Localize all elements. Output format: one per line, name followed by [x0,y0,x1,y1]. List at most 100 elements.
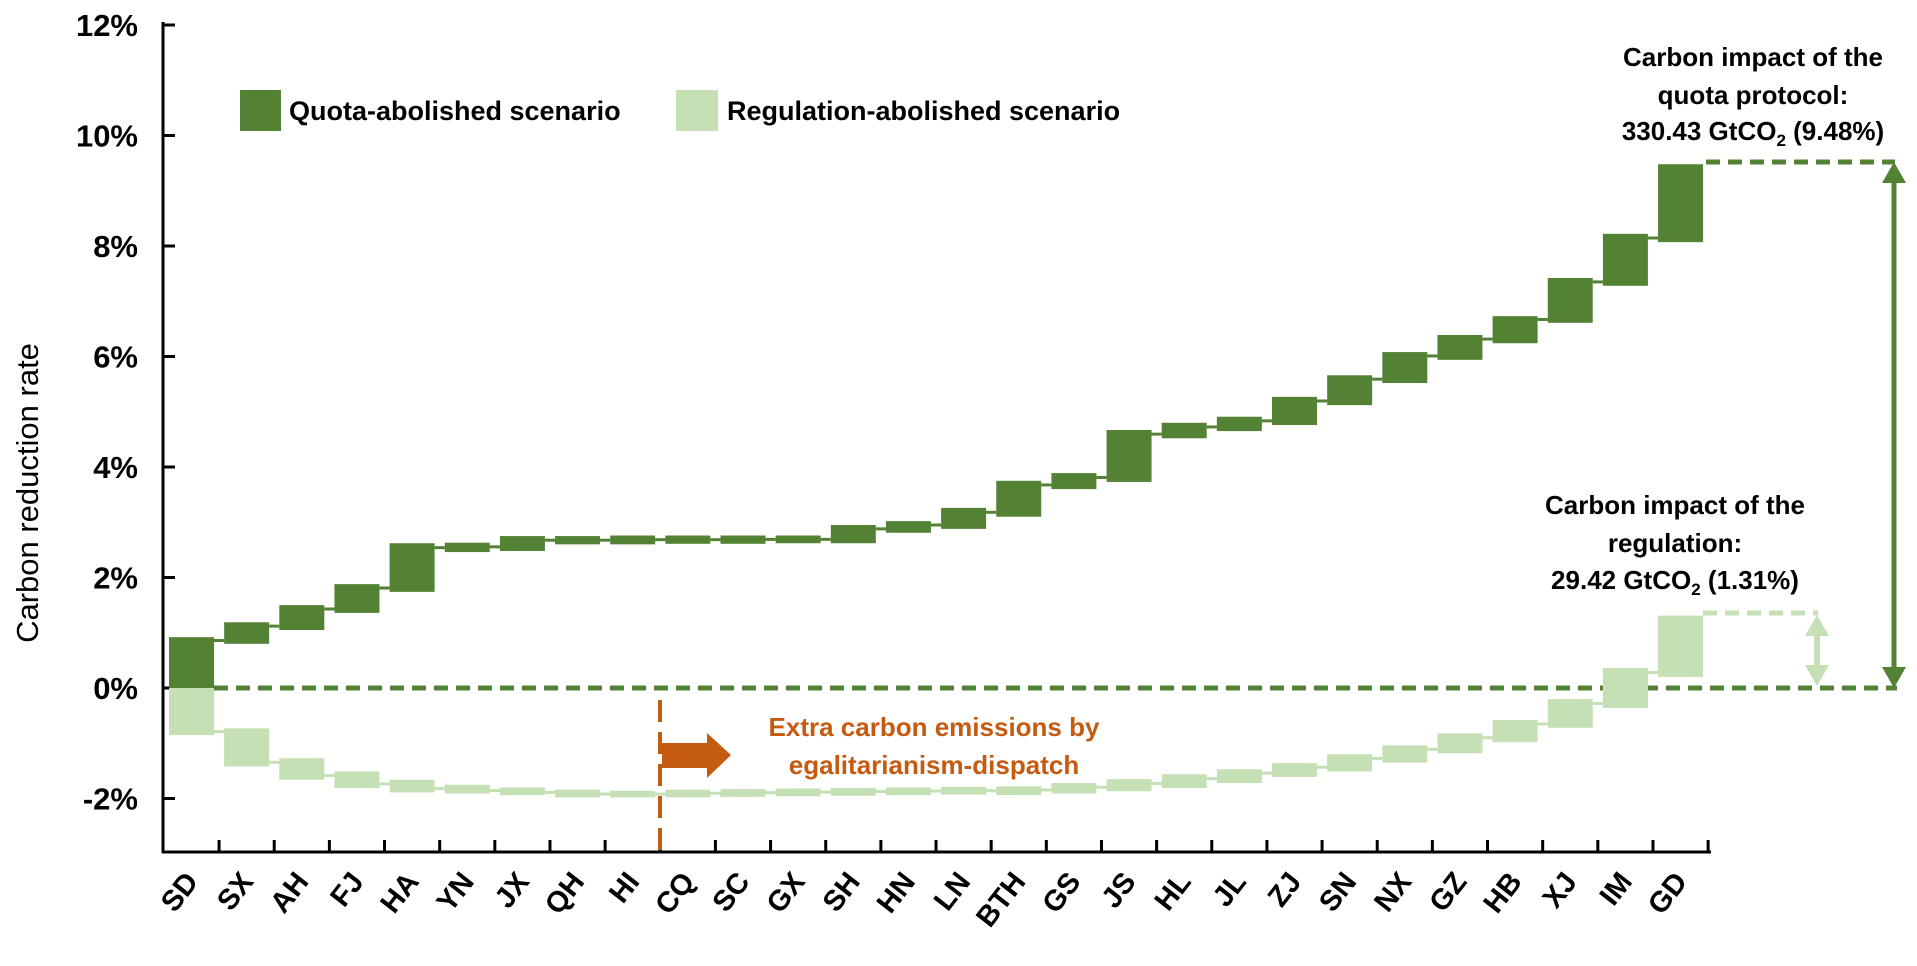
x-category-label: SH [817,867,867,918]
x-category-label: IM [1594,867,1639,912]
quota-abolished-bar-yn [444,542,490,553]
quota-abolished-bar-sc [720,535,766,544]
regulation-abolished-bar-zj [1272,763,1317,777]
annotation-regulation-value-suffix: (1.31%) [1701,565,1799,595]
x-category-label: CQ [649,867,701,921]
legend: Quota-abolished scenario Regulation-abol… [240,90,1120,131]
annotation-regulation-line1: Carbon impact of the [1545,490,1805,520]
regulation-abolished-bar-js [1106,779,1152,792]
y-tick-label: 0% [93,671,138,706]
legend-swatch-regulation [676,90,718,131]
regulation-abolished-bar-sd [169,688,214,735]
quota-abolished-bar-hn [885,521,931,533]
x-category-label: JS [1096,867,1143,915]
y-axis-title: Carbon reduction rate [10,343,45,643]
annotation-quota-value: 330.43 GtCO2 (9.48%) [1622,116,1884,150]
x-category-label: HA [375,867,426,920]
annotation-regulation-value-prefix: 29.42 GtCO [1551,565,1691,595]
annotation-quota-protocol: Carbon impact of the quota protocol: 330… [1622,42,1906,688]
y-tick-label: 2% [93,561,138,596]
y-tick-label: -2% [83,782,138,817]
regulation-abolished-bar-gz [1437,733,1483,754]
regulation-abolished-bar-cq [665,789,711,798]
legend-swatch-quota [240,90,281,131]
x-category-label: BTH [970,867,1032,934]
quota-abolished-bar-zj [1272,396,1317,426]
x-category-label: YN [431,867,481,918]
regulation-abolished-bar-gs [1051,783,1097,794]
x-category-label: JL [1207,867,1253,913]
annotation-quota-value-prefix: 330.43 GtCO [1622,116,1777,146]
regulation-abolished-bar-jl [1216,769,1262,784]
regulation-abolished-bar-jx [499,787,545,796]
x-category-label: SN [1313,867,1363,918]
quota-abolished-bar-jl [1216,416,1262,432]
regulation-abolished-bar-ha [389,779,435,793]
quota-abolished-bar-sh [830,525,876,544]
quota-abolished-bar-ah [279,605,325,630]
annotation-regulation-line2: regulation: [1608,528,1742,558]
regulation-abolished-bar-nx [1382,745,1428,763]
quota-abolished-bar-hl [1161,422,1207,439]
quota-abolished-bar-js [1106,429,1152,482]
regulation-abolished-bar-sh [830,788,876,796]
x-category-label: SC [706,867,756,918]
quota-abolished-bar-ha [389,543,435,592]
quota-abolished-bar-gd [1658,164,1704,243]
x-category-label: GZ [1423,867,1473,918]
x-category-label: JX [489,866,536,914]
annotation-quota-value-suffix: (9.48%) [1786,116,1884,146]
regulation-abolished-bar-hi [610,790,656,798]
regulation-abolished-bar-ln [941,786,987,795]
quota-abolished-bar-jx [499,536,545,551]
quota-abolished-bar-sd [169,637,214,688]
egalitarianism-text-line1: Extra carbon emissions by [769,712,1100,742]
regulation-abolished-bar-sx [224,728,270,767]
regulation-abolished-bar-hb [1492,720,1538,743]
quota-abolished-bar-ln [941,507,987,529]
egalitarianism-arrow-right [662,733,731,778]
regulation-abolished-bar-gx [775,788,821,797]
quota-abolished-bar-sn [1327,375,1373,406]
egalitarianism-text-line2: egalitarianism-dispatch [789,750,1079,780]
regulation-abolished-bar-fj [334,771,380,789]
regulation-abolished-bar-qh [555,789,601,798]
x-category-label: LN [928,867,977,917]
regulation-abolished-bar-sn [1327,754,1373,772]
x-category-label: SD [155,867,205,918]
annotation-quota-value-sub: 2 [1776,131,1785,150]
annotation-regulation: Carbon impact of the regulation: 29.42 G… [1545,490,1829,686]
x-category-label: ZJ [1262,867,1308,913]
quota-abolished-bar-hb [1492,316,1538,344]
x-category-label: GS [1036,867,1087,920]
x-category-label: HI [603,867,646,910]
annotation-regulation-value-sub: 2 [1691,580,1700,599]
quota-arrow-head-up [1882,162,1906,183]
legend-label-quota: Quota-abolished scenario [289,96,621,126]
regulation-arrow-head-down [1805,665,1829,686]
quota-abolished-bar-gx [775,535,821,544]
quota-abolished-bar-hi [610,535,656,545]
regulation-abolished-bar-sc [720,789,766,797]
x-category-label: FJ [324,867,370,913]
annotation-egalitarianism-dispatch: Extra carbon emissions by egalitarianism… [658,700,1100,852]
regulation-abolished-bar-gd [1658,615,1704,677]
quota-abolished-bar-fj [334,584,380,613]
regulation-abolished-bar-hl [1161,774,1207,789]
regulation-abolished-bar-im [1602,668,1648,708]
x-category-label: GX [761,866,812,919]
quota-abolished-bar-sx [224,622,270,644]
series-quota-abolished [169,164,1704,688]
quota-abolished-bar-nx [1382,352,1428,384]
legend-label-regulation: Regulation-abolished scenario [727,96,1120,126]
regulation-abolished-bar-bth [996,786,1042,796]
x-category-label: SX [211,866,260,917]
regulation-abolished-bar-xj [1547,699,1593,728]
x-category-label: NX [1368,866,1418,918]
quota-abolished-bar-cq [665,535,711,544]
y-tick-label: 4% [93,450,138,485]
quota-abolished-bar-gs [1051,473,1097,490]
regulation-arrow-head-up [1805,615,1829,636]
